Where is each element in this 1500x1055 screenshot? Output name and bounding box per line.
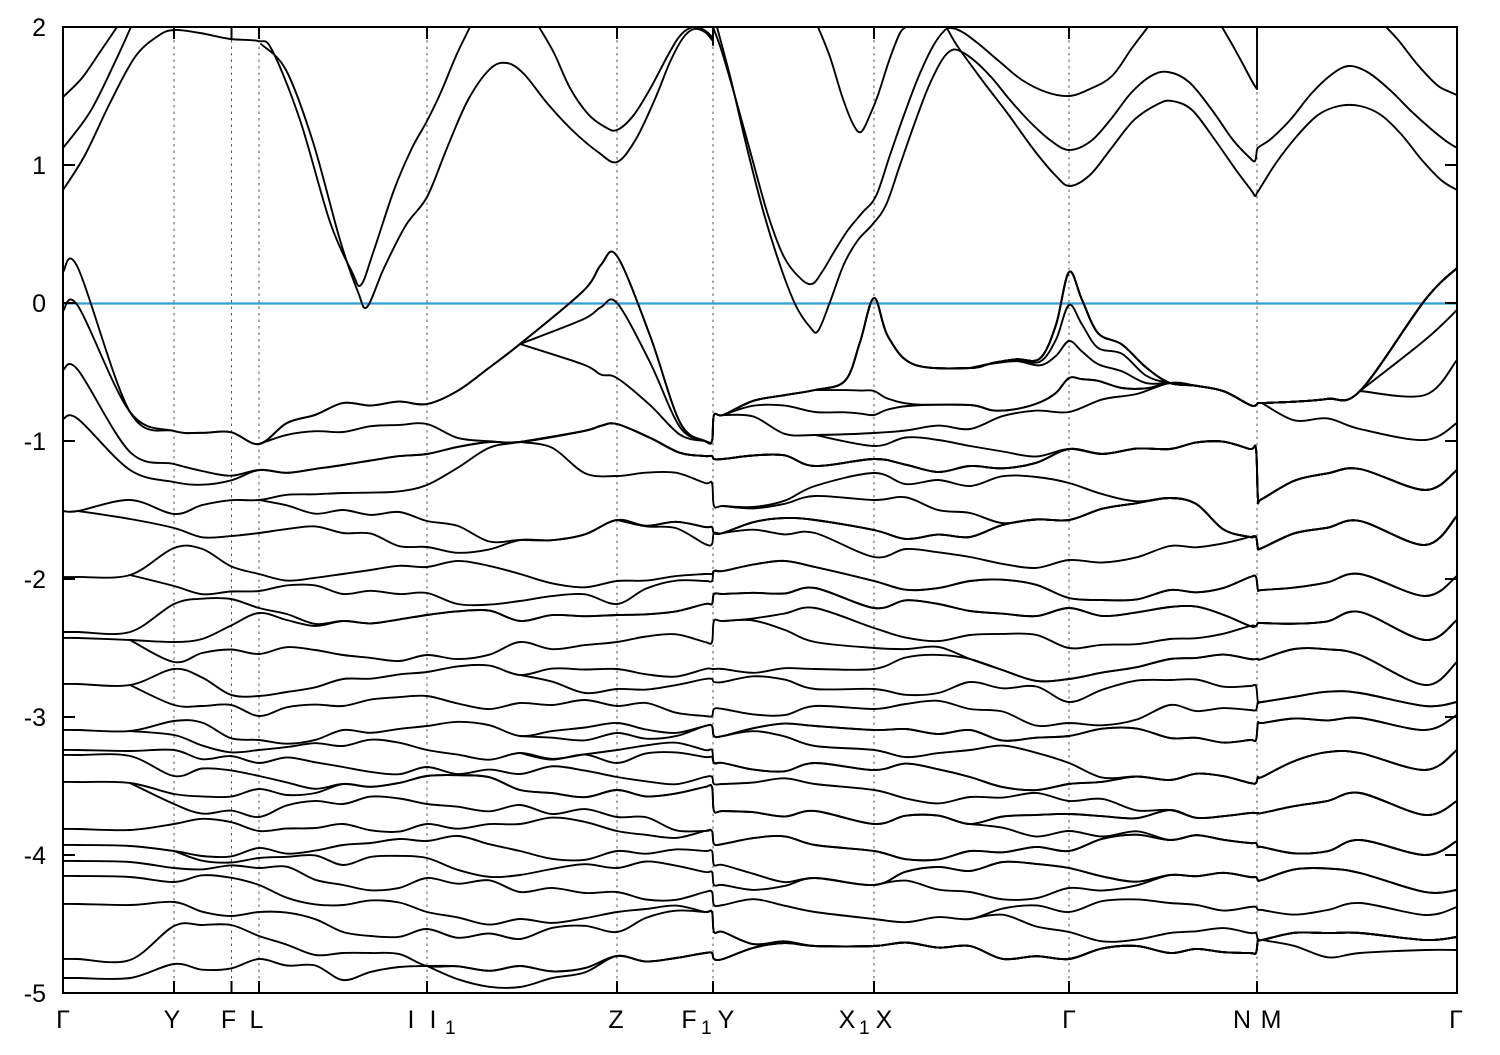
svg-text:L: L	[250, 1006, 264, 1034]
svg-text:-3: -3	[24, 704, 46, 732]
svg-text:1: 1	[445, 1018, 456, 1039]
svg-text:I: I	[408, 1006, 415, 1034]
svg-text:-5: -5	[24, 980, 46, 1008]
svg-text:Γ: Γ	[56, 1006, 70, 1034]
svg-text:M: M	[1261, 1006, 1282, 1034]
svg-text:X: X	[839, 1006, 856, 1034]
svg-text:-1: -1	[24, 428, 46, 456]
svg-text:Γ: Γ	[1449, 1006, 1463, 1034]
svg-text:1: 1	[701, 1018, 712, 1039]
svg-text:0: 0	[32, 290, 46, 318]
svg-text:Z: Z	[608, 1006, 623, 1034]
svg-text:I: I	[430, 1006, 437, 1034]
svg-text:-4: -4	[24, 842, 46, 870]
svg-text:F: F	[681, 1006, 696, 1034]
svg-text:F: F	[221, 1006, 236, 1034]
svg-text:1: 1	[859, 1018, 870, 1039]
svg-text:2: 2	[32, 14, 46, 42]
svg-text:Γ: Γ	[1062, 1006, 1076, 1034]
svg-text:X: X	[876, 1006, 893, 1034]
svg-text:N: N	[1233, 1006, 1251, 1034]
svg-text:Y: Y	[164, 1006, 181, 1034]
svg-text:Y: Y	[718, 1006, 735, 1034]
svg-text:1: 1	[32, 152, 46, 180]
svg-text:-2: -2	[24, 566, 46, 594]
